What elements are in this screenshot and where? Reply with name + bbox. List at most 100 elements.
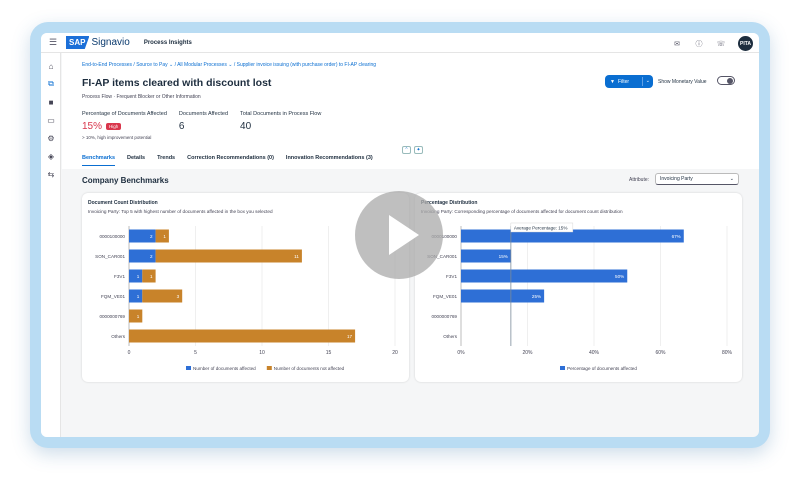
bar [142,289,183,303]
play-icon [389,215,419,255]
bar [461,269,628,283]
factory-icon[interactable]: ■ [48,97,54,107]
tab-benchmarks[interactable]: Benchmarks [82,155,116,166]
category-label: F3V1 [446,274,457,279]
shield-icon[interactable]: ◈ [47,151,55,161]
monetary-toggle[interactable] [717,76,735,85]
document-count-card: Document Count Distribution Invoicing Pa… [82,193,409,382]
bar [129,269,143,283]
x-tick-label: 20 [392,350,398,356]
legend-swatch [560,366,565,370]
monetary-toggle-label: Show Monetary Value [658,79,707,85]
kpi-note: > 10%, high improvement potential [82,135,152,140]
card-icon[interactable]: ▭ [47,115,55,125]
legend-label: Number of documents affected [193,366,256,371]
data-label: 17 [347,334,353,339]
object-header: End-to-End Processes / Source to Pay ⌄ /… [62,53,759,169]
tab-correction-recommendations[interactable]: Correction Recommendations (0) [187,155,274,161]
tab-innovation-recommendations[interactable]: Innovation Recommendations (3) [285,155,373,161]
x-tick-label: 15 [326,350,332,356]
bar [129,329,356,343]
legend-label: Number of documents not affected [274,366,345,371]
data-label: 25% [532,294,541,299]
breadcrumb-item[interactable]: / All Modular Processes [174,62,227,68]
avatar[interactable]: PITA [738,36,753,51]
kpi-label: Total Documents in Process Flow [240,111,322,117]
category-label: 0000100000 [431,234,457,239]
bar [461,289,545,303]
bar [155,249,302,263]
chevron-down-icon[interactable]: ⌄ [645,78,650,84]
x-tick-label: 60% [655,350,666,356]
pin-icon[interactable]: ✦ [414,146,423,154]
breadcrumb-item[interactable]: End-to-End Processes / Source to Pay [82,62,168,68]
sap-logo-text: SAP [66,36,90,49]
app-window: ☰ SAP Signavio Process Insights ✉ ⓘ ☏ PI… [41,33,759,437]
category-label: 0000100000 [99,234,125,239]
reference-label-box [510,222,574,233]
category-label: F3V1 [114,274,125,279]
bar [129,249,156,263]
chevron-down-icon[interactable]: ⌄ [169,62,175,68]
shell-bar: ☰ SAP Signavio Process Insights ✉ ⓘ ☏ PI… [41,33,759,53]
play-button[interactable] [355,191,443,279]
help-icon[interactable]: ⓘ [695,40,703,48]
percentage-chart: 0% 20% 40% 60% 80% 0000100000 67% SON_CAR001 15%… [427,222,733,371]
x-tick-label: 0% [457,350,465,356]
legend-swatch [186,366,191,370]
filter-button[interactable]: ▼ Filter ⌄ [605,75,653,88]
menu-icon[interactable]: ☰ [48,37,58,47]
data-label: 67% [672,234,681,239]
kpi-value: 15% High [82,121,167,132]
bar [461,229,684,243]
bar [129,309,143,323]
chart-subtitle: Invoicing Party: Top 5 with highest numb… [88,209,273,214]
category-label: SON_CAR001 [95,254,125,259]
filter-label: Filter [617,78,630,85]
bar [155,229,169,243]
collapse-header-icon[interactable]: ⌃ [402,146,411,154]
app-title: Process Insights [143,39,192,46]
kpi-label: Percentage of Documents Affected [82,111,167,117]
page-title: FI-AP items cleared with discount lost [82,77,272,89]
x-tick-label: 5 [194,350,197,356]
brand-name: Signavio [91,37,130,48]
data-label: 2 [150,254,153,259]
kpi-value: 40 [240,121,252,132]
side-navigation: ⌂ ⧉ ■ ▭ ⚙ ◈ ⇆ [41,53,61,437]
logo[interactable]: SAP Signavio [66,36,130,49]
data-label: 11 [294,254,299,259]
chevron-down-icon[interactable]: ⌄ [228,62,234,68]
data-label: 1 [150,274,153,279]
shell-actions: ✉ ⓘ ☏ PITA [672,36,753,51]
data-label: 50% [615,274,624,279]
x-tick-label: 0 [128,350,131,356]
bar [129,229,156,243]
status-badge: High [106,123,122,130]
data-label: 2 [150,234,153,239]
tab-bar: Benchmarks Details Trends Correction Rec… [82,155,385,166]
gear-icon[interactable]: ⚙ [47,133,55,143]
attribute-value: Invoicing Party [660,176,693,182]
legend-label: Percentage of documents affected [567,366,637,371]
tab-trends[interactable]: Trends [157,155,176,161]
feedback-icon[interactable]: ✉ [674,40,680,48]
kpi-row: Percentage of Documents Affected 15% Hig… [82,111,333,140]
workflow-icon[interactable]: ⇆ [47,169,55,179]
chart-title: Document Count Distribution [88,200,158,206]
reference-label: Average Percentage: 15% [514,226,568,231]
percentage-card: Percentage Distribution Invoicing Party:… [415,193,742,382]
attribute-select[interactable]: Invoicing Party ⌄ [655,173,739,185]
x-tick-label: 80% [722,350,733,356]
kpi-total-documents: Total Documents in Process Flow 40 [240,111,321,140]
breadcrumb: End-to-End Processes / Source to Pay ⌄ /… [82,62,376,68]
headset-icon[interactable]: ☏ [716,40,726,48]
home-icon[interactable]: ⌂ [48,61,54,71]
attribute-label: Attribute: [629,177,650,183]
process-icon[interactable]: ⧉ [48,79,54,88]
breadcrumb-item[interactable]: / Supplier invoice issuing (with purchas… [233,62,377,68]
data-label: 1 [163,234,166,239]
tab-details[interactable]: Details [127,155,146,161]
kpi-value: 6 [178,121,185,132]
bar [461,249,511,263]
